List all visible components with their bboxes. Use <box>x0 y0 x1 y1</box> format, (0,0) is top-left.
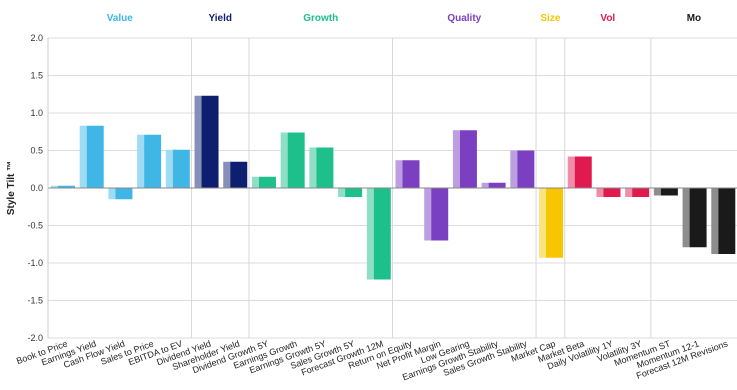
y-tick-label: 2.0 <box>30 33 43 43</box>
bar-benchmark <box>251 176 259 188</box>
y-tick-label: -1.0 <box>27 258 43 268</box>
y-tick-label: 0.5 <box>30 146 43 156</box>
bar <box>632 188 650 197</box>
group-label: Value <box>107 13 134 24</box>
y-axis: 2.0 1.5 1.0 0.5 0.0 -0.5 -1.0 -1.5 -2.0 <box>27 33 49 343</box>
bar-benchmark <box>223 161 231 188</box>
bar <box>115 188 133 200</box>
bar <box>431 188 449 241</box>
bar-benchmark <box>280 132 288 188</box>
bar-benchmark <box>137 134 145 188</box>
bar <box>172 149 190 188</box>
bar <box>287 132 305 188</box>
bar-benchmark <box>625 188 633 197</box>
bar-benchmark <box>309 147 317 188</box>
bar-benchmark <box>567 156 575 188</box>
bar <box>86 125 104 188</box>
bar <box>144 134 162 188</box>
bar <box>201 95 219 188</box>
bar <box>58 185 75 188</box>
group-label: Yield <box>208 13 232 24</box>
bar-benchmark <box>51 185 58 188</box>
bar <box>345 188 363 197</box>
bar-benchmark <box>108 188 116 200</box>
group-label: Growth <box>303 13 338 24</box>
y-axis-title: Style Tilt ™ <box>6 161 17 215</box>
bar <box>517 150 535 188</box>
y-tick-label: 1.5 <box>30 71 43 81</box>
bar <box>402 160 420 188</box>
bar-benchmark <box>194 95 202 188</box>
bars <box>48 95 737 280</box>
bar-benchmark <box>539 188 547 258</box>
bar <box>546 188 564 258</box>
y-tick-label: -2.0 <box>27 333 43 343</box>
bar <box>718 188 736 254</box>
bar <box>459 130 477 188</box>
bar-benchmark <box>452 130 460 188</box>
y-tick-label: 1.0 <box>30 108 43 118</box>
y-tick-label: -0.5 <box>27 221 43 231</box>
bar <box>660 188 678 196</box>
bar-benchmark <box>596 188 604 197</box>
y-tick-label: 0.0 <box>30 183 43 193</box>
bar-benchmark <box>510 150 518 188</box>
bar <box>258 176 276 188</box>
bar <box>603 188 621 197</box>
group-label: Size <box>540 13 560 24</box>
bar-benchmark <box>424 188 432 241</box>
bar-benchmark <box>711 188 719 254</box>
bar-benchmark <box>165 149 173 188</box>
bar-benchmark <box>79 125 87 188</box>
y-tick-label: -1.5 <box>27 296 43 306</box>
bar <box>373 188 391 280</box>
bar-benchmark <box>338 188 346 197</box>
group-label: Mo <box>687 13 701 24</box>
bar-benchmark <box>366 188 374 280</box>
group-label: Vol <box>600 13 615 24</box>
bar-benchmark <box>481 182 489 188</box>
group-label: Quality <box>447 13 481 24</box>
bar <box>689 188 707 248</box>
bar-benchmark <box>395 160 403 188</box>
bar <box>230 161 248 188</box>
bar <box>488 182 506 188</box>
bar <box>574 156 592 188</box>
bar-benchmark <box>653 188 661 196</box>
bar <box>316 147 334 188</box>
bar-benchmark <box>682 188 690 248</box>
group-labels: Value Yield Growth Quality Size Vol Mo <box>107 13 701 24</box>
